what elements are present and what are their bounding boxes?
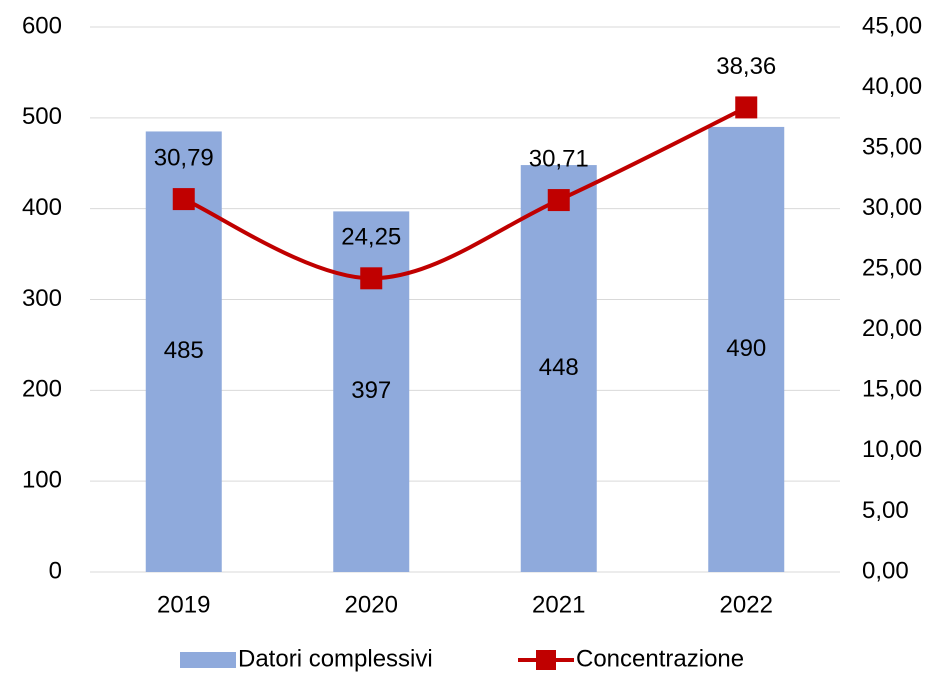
y2-tick-label: 45,00 bbox=[862, 12, 922, 39]
legend-label: Concentrazione bbox=[576, 645, 744, 672]
y-tick-label: 100 bbox=[22, 467, 62, 494]
y-tick-label: 300 bbox=[22, 285, 62, 312]
y-tick-label: 400 bbox=[22, 194, 62, 221]
y2-tick-label: 5,00 bbox=[862, 497, 909, 524]
line-marker bbox=[172, 188, 195, 211]
line-value-label: 30,71 bbox=[529, 145, 589, 172]
x-tick-label: 2021 bbox=[532, 591, 585, 618]
line-marker bbox=[360, 267, 383, 290]
legend-swatch bbox=[180, 652, 236, 668]
y2-tick-label: 35,00 bbox=[862, 133, 922, 160]
y-tick-label: 500 bbox=[22, 103, 62, 130]
y-tick-label: 200 bbox=[22, 376, 62, 403]
bar-value-label: 490 bbox=[726, 335, 766, 362]
legend-swatch bbox=[536, 650, 556, 670]
y2-tick-label: 10,00 bbox=[862, 436, 922, 463]
bar-value-label: 485 bbox=[164, 337, 204, 364]
line-value-label: 24,25 bbox=[341, 224, 401, 251]
legend-label: Datori complessivi bbox=[238, 645, 433, 672]
x-tick-label: 2020 bbox=[345, 591, 398, 618]
line-value-label: 30,79 bbox=[154, 144, 214, 171]
line-marker bbox=[547, 189, 570, 212]
y2-tick-label: 15,00 bbox=[862, 376, 922, 403]
y2-tick-label: 30,00 bbox=[862, 194, 922, 221]
y2-tick-label: 40,00 bbox=[862, 73, 922, 100]
bar bbox=[708, 126, 785, 573]
bar-value-label: 397 bbox=[351, 377, 391, 404]
bar bbox=[520, 165, 597, 573]
y-tick-label: 600 bbox=[22, 12, 62, 39]
line-value-label: 38,36 bbox=[716, 53, 776, 80]
bar-value-label: 448 bbox=[539, 354, 579, 381]
y2-tick-label: 20,00 bbox=[862, 315, 922, 342]
line bbox=[182, 105, 748, 281]
y-tick-label: 0 bbox=[49, 557, 62, 584]
y2-tick-label: 0,00 bbox=[862, 557, 909, 584]
y2-tick-label: 25,00 bbox=[862, 255, 922, 282]
x-tick-label: 2019 bbox=[157, 591, 210, 618]
line-marker bbox=[735, 96, 758, 119]
x-tick-label: 2022 bbox=[720, 591, 773, 618]
